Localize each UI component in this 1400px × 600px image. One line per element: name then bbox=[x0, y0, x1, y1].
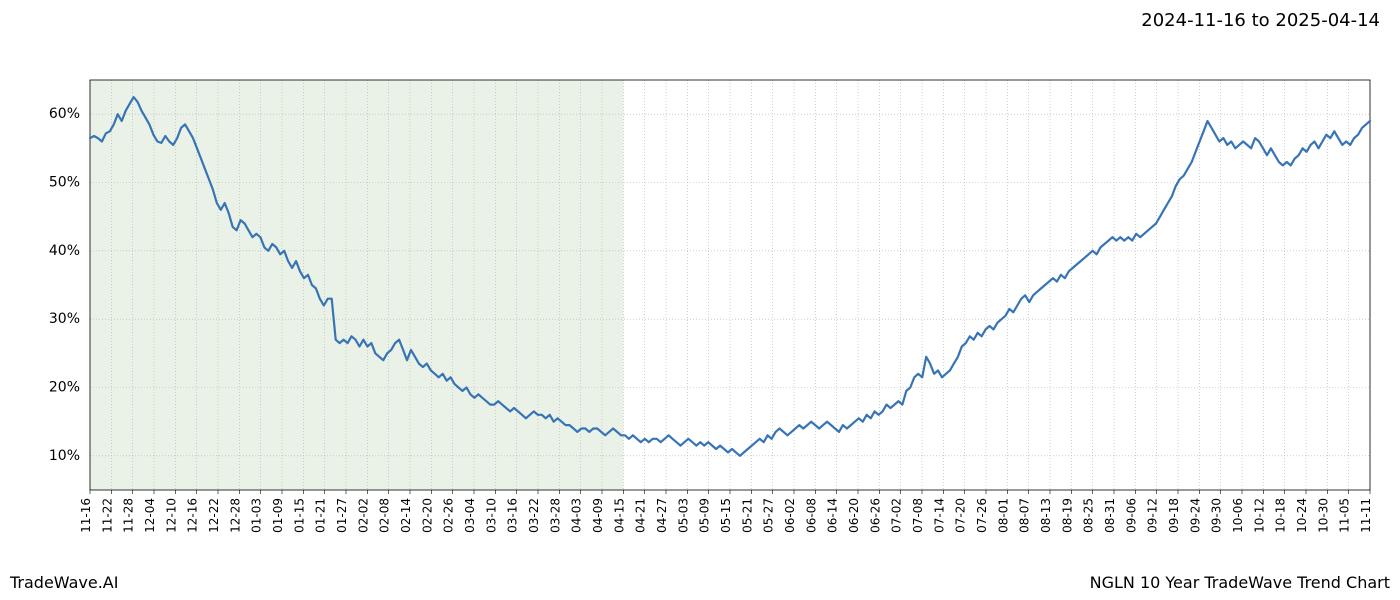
svg-text:05-15: 05-15 bbox=[719, 498, 733, 533]
svg-text:01-09: 01-09 bbox=[271, 498, 285, 533]
svg-text:10-18: 10-18 bbox=[1274, 498, 1288, 533]
svg-text:11-05: 11-05 bbox=[1338, 498, 1352, 533]
svg-text:01-27: 01-27 bbox=[335, 498, 349, 533]
svg-text:60%: 60% bbox=[49, 106, 80, 122]
svg-text:40%: 40% bbox=[49, 243, 80, 259]
chart-title: NGLN 10 Year TradeWave Trend Chart bbox=[1090, 573, 1390, 592]
svg-text:10-12: 10-12 bbox=[1252, 498, 1266, 533]
svg-text:07-20: 07-20 bbox=[954, 498, 968, 533]
date-range-label: 2024-11-16 to 2025-04-14 bbox=[1141, 10, 1380, 31]
svg-text:07-14: 07-14 bbox=[932, 498, 946, 533]
trend-chart: 10% 20% 30% 40% 50% 60% 11-16 11-22 11-28 12-04 12… bbox=[0, 40, 1400, 560]
svg-text:06-14: 06-14 bbox=[826, 498, 840, 533]
brand-label: TradeWave.AI bbox=[10, 573, 118, 592]
svg-text:11-28: 11-28 bbox=[122, 498, 136, 533]
svg-text:30%: 30% bbox=[49, 311, 80, 327]
svg-text:01-15: 01-15 bbox=[292, 498, 306, 533]
svg-text:04-03: 04-03 bbox=[570, 498, 584, 533]
svg-text:03-10: 03-10 bbox=[484, 498, 498, 533]
svg-text:01-03: 01-03 bbox=[250, 498, 264, 533]
svg-text:02-14: 02-14 bbox=[399, 498, 413, 533]
svg-text:01-21: 01-21 bbox=[314, 498, 328, 533]
svg-text:11-16: 11-16 bbox=[79, 498, 93, 533]
svg-text:50%: 50% bbox=[49, 175, 80, 191]
svg-text:03-22: 03-22 bbox=[527, 498, 541, 533]
svg-text:09-24: 09-24 bbox=[1188, 498, 1202, 533]
svg-text:07-02: 07-02 bbox=[890, 498, 904, 533]
svg-text:08-07: 08-07 bbox=[1018, 498, 1032, 533]
svg-text:03-16: 03-16 bbox=[506, 498, 520, 533]
svg-text:06-26: 06-26 bbox=[868, 498, 882, 533]
svg-text:06-02: 06-02 bbox=[783, 498, 797, 533]
svg-text:05-27: 05-27 bbox=[762, 498, 776, 533]
svg-text:05-21: 05-21 bbox=[740, 498, 754, 533]
svg-text:02-08: 02-08 bbox=[378, 498, 392, 533]
svg-text:12-16: 12-16 bbox=[186, 498, 200, 533]
svg-text:09-30: 09-30 bbox=[1210, 498, 1224, 533]
svg-text:09-06: 09-06 bbox=[1124, 498, 1138, 533]
svg-text:09-12: 09-12 bbox=[1146, 498, 1160, 533]
svg-text:08-01: 08-01 bbox=[996, 498, 1010, 533]
svg-text:07-08: 07-08 bbox=[911, 498, 925, 533]
svg-text:11-11: 11-11 bbox=[1359, 498, 1373, 533]
svg-text:03-04: 03-04 bbox=[463, 498, 477, 533]
svg-text:08-19: 08-19 bbox=[1060, 498, 1074, 533]
svg-text:04-15: 04-15 bbox=[612, 498, 626, 533]
svg-text:06-08: 06-08 bbox=[804, 498, 818, 533]
svg-text:12-28: 12-28 bbox=[228, 498, 242, 533]
svg-text:20%: 20% bbox=[49, 380, 80, 396]
svg-text:09-18: 09-18 bbox=[1167, 498, 1181, 533]
svg-text:03-28: 03-28 bbox=[548, 498, 562, 533]
svg-text:05-09: 05-09 bbox=[698, 498, 712, 533]
svg-text:06-20: 06-20 bbox=[847, 498, 861, 533]
svg-text:02-20: 02-20 bbox=[420, 498, 434, 533]
svg-text:02-26: 02-26 bbox=[442, 498, 456, 533]
svg-text:05-03: 05-03 bbox=[676, 498, 690, 533]
svg-text:04-21: 04-21 bbox=[634, 498, 648, 533]
svg-text:12-22: 12-22 bbox=[207, 498, 221, 533]
svg-text:10-06: 10-06 bbox=[1231, 498, 1245, 533]
svg-text:10-24: 10-24 bbox=[1295, 498, 1309, 533]
svg-text:04-27: 04-27 bbox=[655, 498, 669, 533]
svg-text:04-09: 04-09 bbox=[591, 498, 605, 533]
svg-text:08-25: 08-25 bbox=[1082, 498, 1096, 533]
svg-text:10%: 10% bbox=[49, 448, 80, 464]
svg-text:11-22: 11-22 bbox=[100, 498, 114, 533]
svg-text:02-02: 02-02 bbox=[356, 498, 370, 533]
svg-text:10-30: 10-30 bbox=[1316, 498, 1330, 533]
svg-text:08-31: 08-31 bbox=[1103, 498, 1117, 533]
svg-text:08-13: 08-13 bbox=[1039, 498, 1053, 533]
svg-text:12-04: 12-04 bbox=[143, 498, 157, 533]
svg-text:07-26: 07-26 bbox=[975, 498, 989, 533]
svg-text:12-10: 12-10 bbox=[164, 498, 178, 533]
